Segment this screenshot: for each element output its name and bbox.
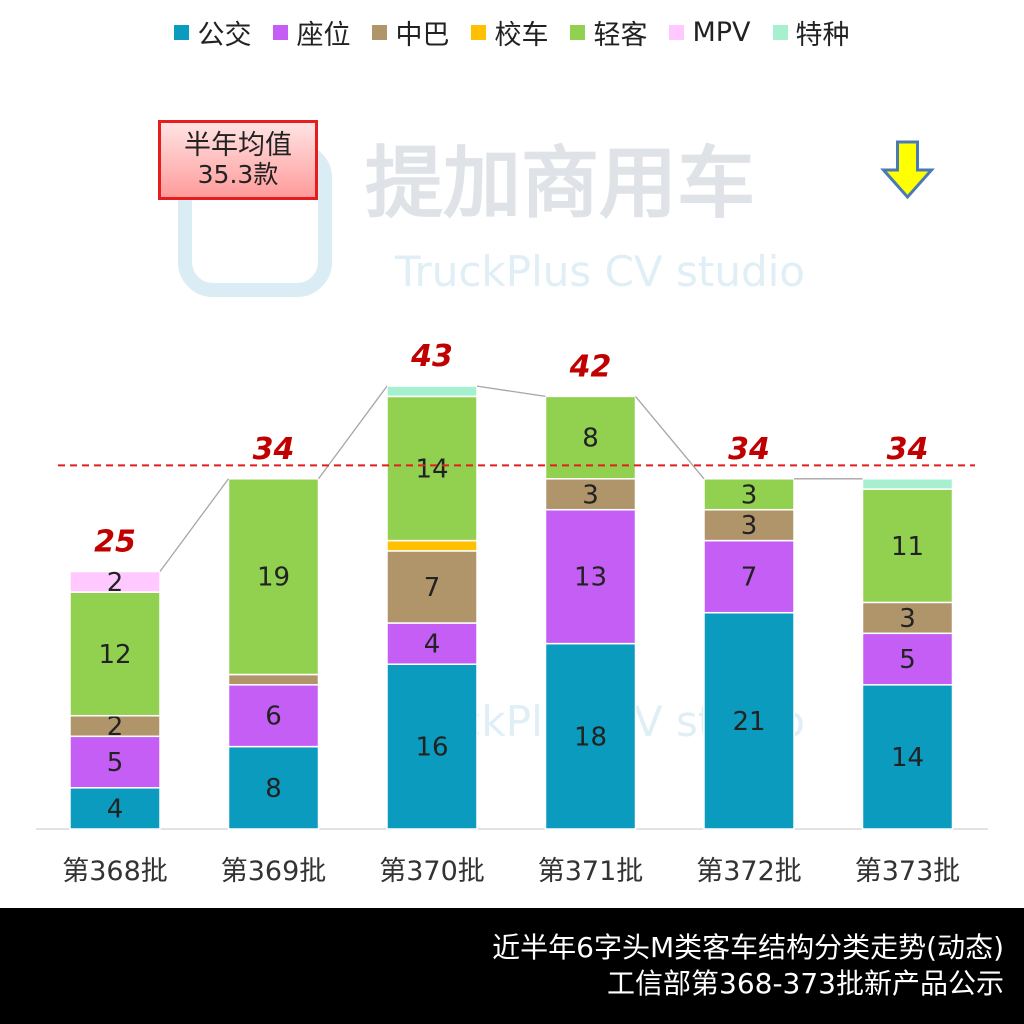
- legend-item: 公交: [174, 13, 251, 52]
- legend-item: 中巴: [372, 13, 449, 52]
- bar-segment-label: 8: [265, 774, 282, 804]
- bar-segment-label: 12: [98, 640, 131, 670]
- bar-segment-label: 14: [415, 455, 448, 485]
- legend-label: 中巴: [395, 19, 450, 51]
- x-tick-label: 第370批: [379, 856, 485, 887]
- bar-total-label: 34: [887, 432, 929, 467]
- bar-segment-label: 3: [741, 480, 758, 510]
- legend-swatch: [471, 24, 487, 40]
- legend-item: MPV: [669, 16, 751, 48]
- bar-segment: [386, 663, 478, 830]
- bar-segment: [861, 478, 954, 490]
- bar-segment-label: 6: [265, 702, 282, 732]
- bar-segment-label: 5: [107, 748, 124, 778]
- legend-item: 轻客: [570, 13, 647, 52]
- legend-swatch: [772, 24, 788, 40]
- average-callout-title: 半年均值: [184, 130, 292, 162]
- bar-segment-label: 14: [891, 743, 924, 773]
- bar-segment: [386, 385, 478, 398]
- legend-swatch: [669, 24, 685, 40]
- x-tick-label: 第372批: [696, 856, 802, 887]
- bar-segment-label: 13: [574, 563, 607, 593]
- bar-segment-label: 7: [424, 573, 441, 603]
- watermark-brand: 提加商用车: [365, 139, 755, 229]
- bar-segment: [544, 478, 637, 511]
- bar-segment-label: 4: [107, 794, 124, 824]
- series-connector: [635, 395, 705, 480]
- x-tick-label: 第368批: [62, 856, 168, 887]
- bar-segment-label: 3: [741, 511, 758, 541]
- bar-segment-label: 2: [107, 568, 124, 598]
- bar-segment: [386, 550, 478, 624]
- bar-segment-label: 19: [257, 563, 290, 593]
- legend-label: 特种: [795, 19, 850, 51]
- bar-segment-label: 7: [741, 563, 758, 593]
- legend-swatch: [273, 24, 289, 40]
- legend-item: 座位: [273, 13, 350, 52]
- series-connector: [476, 385, 546, 398]
- bar-total-label: 34: [728, 432, 770, 467]
- bar-total-label: 43: [410, 339, 453, 374]
- bar-total-label: 25: [94, 525, 136, 560]
- bar-segment: [227, 673, 320, 686]
- bar-total-label: 34: [253, 432, 295, 467]
- legend-label: 公交: [197, 19, 252, 51]
- down-arrow-icon: [880, 140, 935, 200]
- bar-segment: [703, 611, 795, 830]
- bar-total-label: 42: [569, 349, 612, 384]
- x-tick-label: 第369批: [221, 856, 327, 887]
- bar-segment: [227, 745, 320, 830]
- bar-segment: [703, 478, 795, 511]
- bar-segment: [386, 539, 478, 552]
- series-connector: [159, 478, 230, 572]
- chart-legend: 公交 座位 中巴 校车 轻客 MPV 特种: [0, 12, 1024, 52]
- watermark-sub: TruckPlus CV studio: [394, 247, 805, 296]
- watermark-brand: 提加商用车: [365, 139, 755, 229]
- bar-segment: [861, 488, 954, 604]
- legend-item: 特种: [772, 13, 850, 52]
- bar-segment-label: 11: [891, 532, 924, 562]
- footer-caption: 近半年6字头M类客车结构分类走势(动态) 工信部第368-373批新产品公示: [0, 908, 1024, 1024]
- bar-segment: [227, 684, 320, 748]
- footer-subtitle: 工信部第368-373批新产品公示: [607, 967, 1004, 1000]
- bar-segment-label: 3: [899, 604, 916, 634]
- average-callout-value: 35.3款: [197, 160, 279, 190]
- bar-segment: [861, 684, 954, 830]
- bar-segment-label: 5: [899, 645, 916, 675]
- bar-segment-label: 18: [574, 722, 607, 752]
- bar-segment-label: 16: [415, 733, 448, 763]
- bar-segment: [861, 601, 954, 635]
- bar-segment: [544, 642, 637, 830]
- legend-swatch: [174, 24, 190, 40]
- bar-segment: [69, 735, 161, 789]
- bar-segment: [227, 478, 320, 676]
- bar-segment: [69, 591, 161, 717]
- footer-title: 近半年6字头M类客车结构分类走势(动态): [492, 930, 1004, 964]
- bar-segment-label: 2: [107, 712, 124, 742]
- legend-swatch: [372, 24, 388, 40]
- legend-item: 校车: [471, 13, 548, 52]
- legend-label: 轻客: [593, 19, 648, 51]
- bar-segment-label: 21: [732, 707, 765, 737]
- bar-segment-label: 3: [582, 480, 599, 510]
- average-callout: 半年均值 35.3款: [158, 120, 318, 200]
- bar-segment: [544, 508, 637, 645]
- bar-segment: [386, 395, 478, 542]
- bar-segment: [69, 570, 161, 593]
- x-tick-label: 第371批: [538, 856, 644, 887]
- x-tick-label: 第373批: [855, 856, 961, 887]
- bar-segment: [703, 539, 795, 614]
- bar-segment: [861, 632, 954, 686]
- legend-swatch: [570, 24, 586, 40]
- series-connector: [317, 385, 388, 480]
- bar-segment-label: 4: [424, 630, 441, 660]
- legend-label: 座位: [296, 19, 351, 51]
- legend-label: MPV: [692, 16, 751, 48]
- bar-segment-label: 8: [582, 424, 599, 454]
- bar-segment: [386, 622, 478, 665]
- legend-label: 校车: [494, 19, 549, 51]
